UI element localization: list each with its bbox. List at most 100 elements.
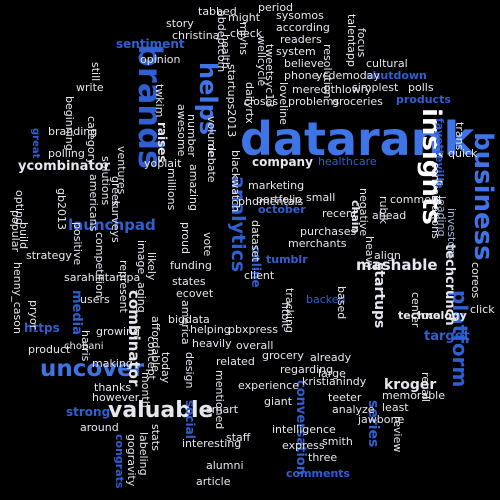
cloud-word: three [308, 451, 338, 464]
cloud-word: sarahintampa [64, 271, 141, 284]
cloud-word: startups2013 [225, 64, 238, 138]
cloud-word: problems [288, 95, 340, 108]
cloud-word: smith [322, 435, 353, 448]
cloud-word: states [172, 275, 206, 288]
cloud-word: intelligence [272, 423, 336, 436]
cloud-word: kristianindy [302, 375, 367, 388]
cloud-word: article [196, 475, 231, 488]
cloud-word: backed [306, 293, 346, 306]
cloud-word: aging [135, 282, 148, 313]
cloud-word: phdmentals [238, 195, 304, 208]
cloud-word: phone [284, 69, 319, 82]
cloud-word: experience [238, 379, 299, 392]
cloud-word: trans [453, 122, 466, 151]
cloud-word: dailyrtx [243, 82, 256, 124]
cloud-word: uncover [40, 356, 145, 382]
cloud-word: groceries [332, 95, 383, 108]
cloud-word: resolution [321, 44, 334, 99]
cloud-word: design [183, 352, 196, 389]
cloud-word: solutions [99, 156, 112, 206]
cloud-word: ycombinator [18, 159, 111, 174]
cloud-word: gb2013 [55, 188, 68, 230]
cloud-word: users [80, 293, 110, 306]
cloud-word: period [258, 1, 294, 14]
cloud-word: readers [280, 33, 322, 46]
cloud-word: local [418, 309, 444, 322]
cloud-word: sentiment [116, 37, 185, 51]
cloud-word: number [185, 114, 198, 157]
cloud-word: pbxpress [228, 323, 278, 336]
cloud-word: datarank [240, 112, 475, 166]
cloud-word: making [92, 357, 133, 370]
cloud-word: ycdemoday [316, 69, 380, 82]
cloud-word: least [382, 401, 409, 414]
cloud-word: valuable [108, 398, 214, 423]
cloud-word: shutdown [366, 69, 427, 82]
cloud-word: heavily [192, 337, 232, 350]
cloud-word: according [276, 21, 330, 34]
cloud-word: jawbone [358, 413, 405, 426]
cloud-word: mjyhs [237, 22, 250, 55]
cloud-word: competition [93, 232, 106, 298]
cloud-word: ventures [115, 146, 128, 195]
cloud-word: coreos [469, 262, 482, 299]
cloud-word: gogravity [125, 434, 138, 487]
cloud-word: recall [419, 372, 432, 402]
cloud-word: teeter [328, 391, 362, 404]
cloud-word: overall [236, 339, 274, 352]
cloud-word: pryor [27, 300, 40, 330]
cloud-word: growing [96, 325, 140, 338]
cloud-word: related [216, 355, 255, 368]
cloud-word: blackwatch [229, 150, 242, 213]
cloud-word: express [282, 439, 325, 452]
cloud-word: polls [408, 81, 434, 94]
cloud-word: quick [448, 147, 478, 160]
cloud-word: positive [71, 222, 84, 266]
cloud-word: twkim [153, 84, 166, 118]
cloud-word: https [24, 321, 60, 335]
cloud-word: social [183, 400, 197, 439]
cloud-word: alumni [206, 459, 244, 472]
cloud-word: october [258, 203, 306, 216]
cloud-word: startups [371, 262, 387, 329]
cloud-word: grocery [262, 349, 304, 362]
cloud-word: check [230, 27, 263, 40]
cloud-word: congrats [113, 434, 126, 489]
cloud-word: sysomos [276, 9, 324, 22]
cloud-word: beginning [63, 96, 76, 151]
cloud-word: still [89, 62, 102, 82]
cloud-word: amazing [187, 164, 200, 211]
cloud-word: however [92, 391, 140, 404]
cloud-word: opinion [140, 53, 181, 66]
cloud-word: recent [322, 207, 358, 220]
cloud-word: write [76, 81, 104, 94]
cloud-word: system [276, 45, 316, 58]
cloud-word: mashable [356, 256, 438, 274]
cloud-word: technology [398, 309, 467, 322]
cloud-word: americans [87, 174, 100, 232]
cloud-word: today [159, 352, 172, 384]
cloud-word: henny_cason [11, 262, 24, 334]
cloud-word: tumblr [266, 253, 308, 266]
cloud-word: yoplait [144, 157, 182, 170]
cloud-word: represent [117, 260, 130, 313]
cloud-word: chobani [64, 341, 104, 352]
cloud-word: company [252, 155, 313, 169]
cloud-word: regarding [280, 363, 334, 376]
cloud-word: ecovet [176, 287, 214, 300]
cloud-word: click [470, 303, 495, 316]
cloud-word: tabbed [198, 5, 237, 18]
cloud-word: small [306, 191, 336, 204]
cloud-word: great [30, 128, 41, 159]
cloud-word: dataset [249, 220, 262, 262]
cloud-word: client [244, 269, 275, 282]
cloud-word: stats [149, 424, 162, 451]
cloud-word: helping [190, 323, 231, 336]
cloud-word: staff [226, 431, 251, 444]
cloud-word: already [310, 351, 352, 364]
cloud-word: kroger [384, 377, 437, 393]
cloud-word: proud [179, 222, 192, 254]
cloud-word: christina [172, 29, 220, 42]
cloud-word: cultural [366, 57, 408, 70]
